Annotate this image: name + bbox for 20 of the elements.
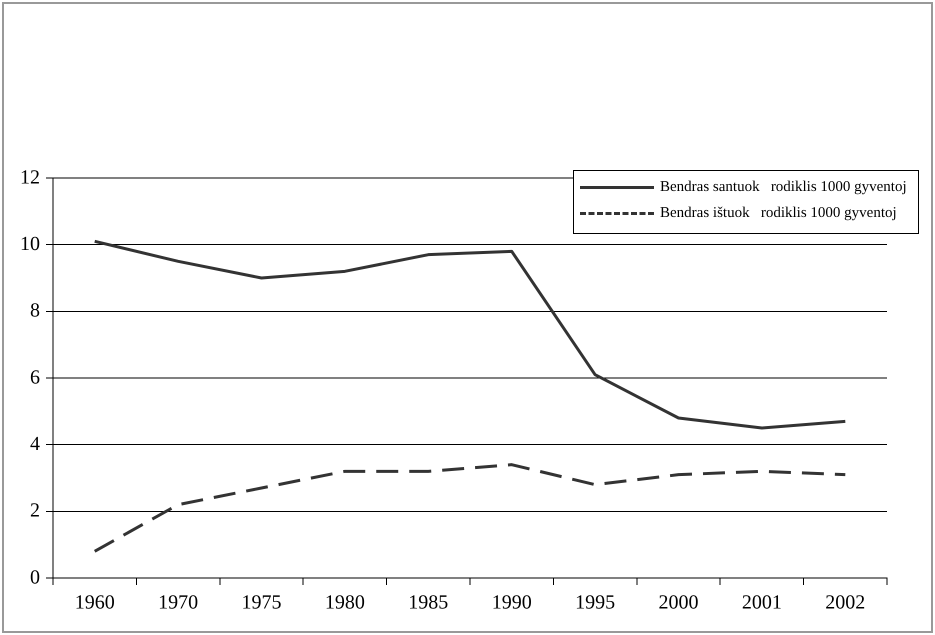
x-tick-label: 1975	[242, 591, 282, 614]
x-tick-label: 1970	[158, 591, 198, 614]
x-tick-label: 1990	[492, 591, 532, 614]
x-tick-label: 1980	[324, 591, 365, 614]
y-tick-label: 0	[30, 566, 40, 588]
y-tick-label: 10	[20, 232, 40, 255]
y-tick-label: 12	[20, 166, 40, 188]
y-tick-label: 8	[30, 300, 40, 322]
x-tick-label: 1985	[408, 591, 448, 614]
legend-label: Bendras ištuok rodiklis 1000 gyventoj	[660, 204, 897, 223]
x-tick-label: 2002	[825, 591, 866, 614]
x-tick-label: 2001	[742, 591, 782, 614]
x-tick-label: 1960	[74, 591, 115, 614]
x-tick-label: 2000	[658, 591, 698, 614]
y-tick-label: 6	[30, 366, 40, 388]
y-tick-label: 4	[30, 432, 40, 455]
y-tick-label: 2	[30, 500, 40, 522]
x-tick-label: 1995	[575, 591, 616, 614]
legend-label: Bendras santuok rodiklis 1000 gyventoj	[660, 178, 907, 197]
line-series	[93, 463, 847, 553]
